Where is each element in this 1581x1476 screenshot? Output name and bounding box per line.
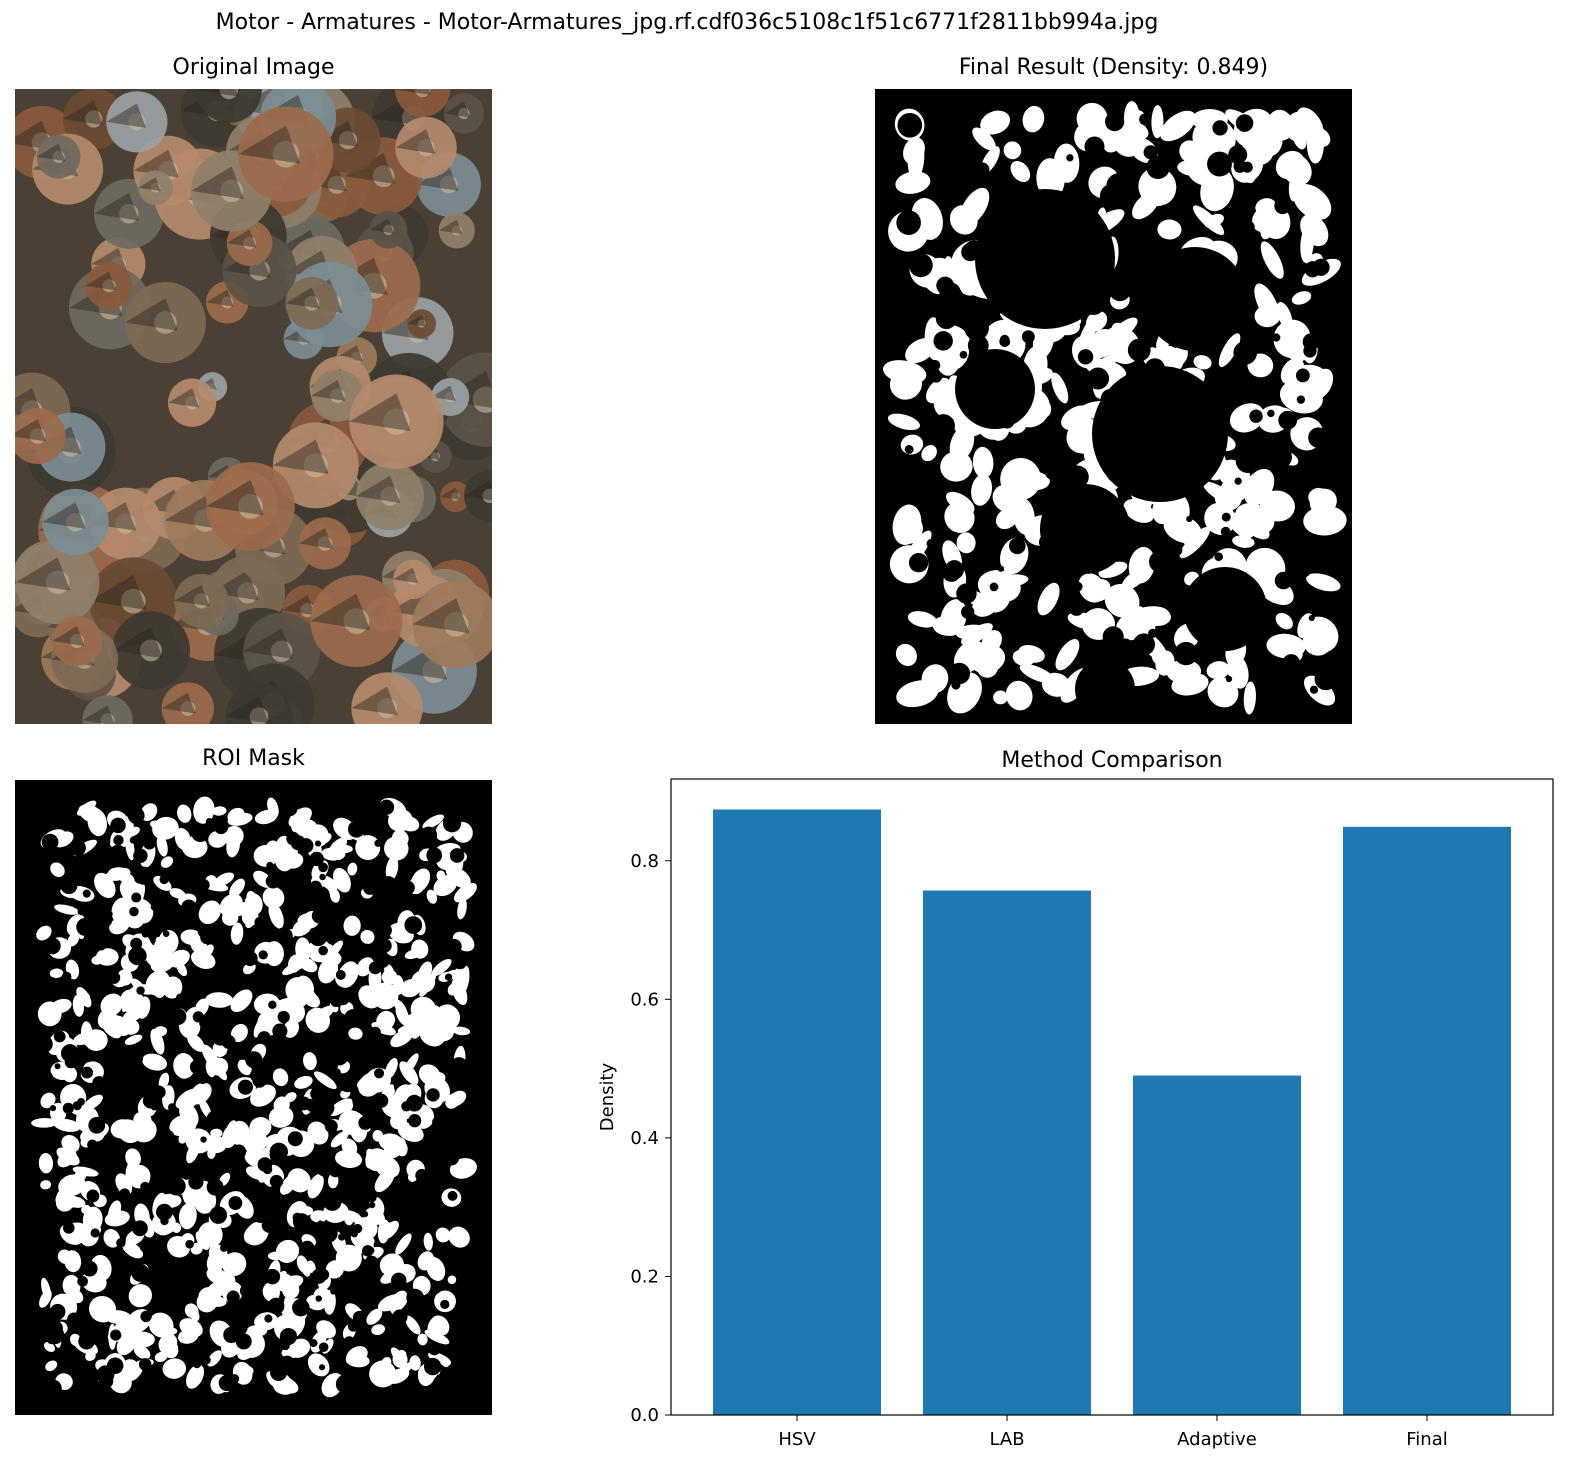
x-tick-label: Final <box>1406 1429 1447 1450</box>
y-tick-label: 0.4 <box>630 1128 659 1149</box>
final-result-mask-picture <box>882 100 1347 719</box>
bar-lab <box>923 890 1091 1415</box>
original-image-title: Original Image <box>172 55 335 80</box>
final-result-mask <box>875 89 1352 724</box>
chart-title: Method Comparison <box>1001 748 1222 773</box>
x-tick-label: Adaptive <box>1177 1429 1257 1450</box>
y-axis-label: Density <box>597 1062 618 1131</box>
roi-mask-title: ROI Mask <box>202 746 305 771</box>
roi-mask-picture <box>31 796 477 1398</box>
y-tick-label: 0.6 <box>630 989 659 1010</box>
roi-mask <box>15 780 492 1415</box>
y-tick-label: 0.2 <box>630 1266 659 1287</box>
original-image-picture <box>15 89 492 724</box>
bar-final <box>1343 826 1511 1415</box>
y-tick-label: 0.8 <box>630 851 659 872</box>
final-result-title: Final Result (Density: 0.849) <box>958 55 1269 80</box>
x-tick-label: HSV <box>778 1429 816 1450</box>
figure-title: Motor - Armatures - Motor-Armatures_jpg.… <box>215 10 1159 35</box>
bar-adaptive <box>1133 1075 1301 1415</box>
chart-axes-frame <box>670 778 1554 1416</box>
bar-hsv <box>713 809 881 1415</box>
x-tick-label: LAB <box>989 1429 1024 1450</box>
y-tick-label: 0.0 <box>630 1405 659 1426</box>
original-image <box>15 89 492 724</box>
